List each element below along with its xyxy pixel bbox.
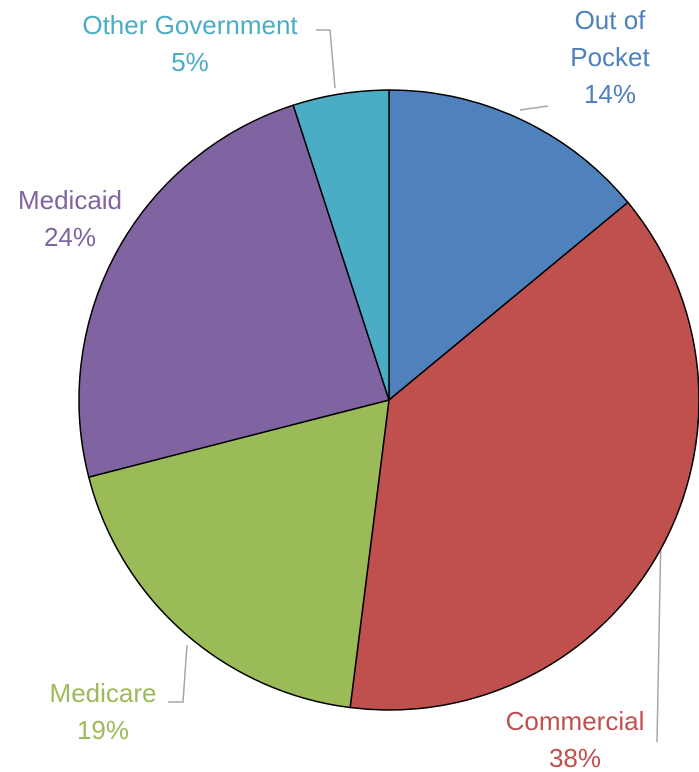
category-label: Other Government [82,10,298,40]
category-label: Medicare [49,678,157,708]
value-label: 14% [583,79,637,109]
leader-line [316,29,336,89]
pie-slice [349,201,699,711]
slice-label: Other Government 5% [82,7,297,81]
pie-slice [388,89,629,402]
category-label: Medicaid [17,185,123,215]
category-label: Out of Pocket [570,5,650,72]
pie-slice [87,398,390,709]
leader-line [519,105,549,111]
slice-label: Commercial 38% [506,703,645,772]
slice-label: Medicare 19% [50,675,157,749]
value-label: 38% [548,743,602,772]
slice-label: Out of Pocket 14% [560,2,660,113]
leader-line [168,644,188,703]
pie-slice [292,89,390,401]
value-label: 5% [171,47,209,77]
pie-slice [78,104,390,479]
value-label: 19% [76,715,130,745]
value-label: 24% [43,222,97,252]
category-label: Commercial [505,706,645,736]
slice-label: Medicaid 24% [18,182,122,256]
